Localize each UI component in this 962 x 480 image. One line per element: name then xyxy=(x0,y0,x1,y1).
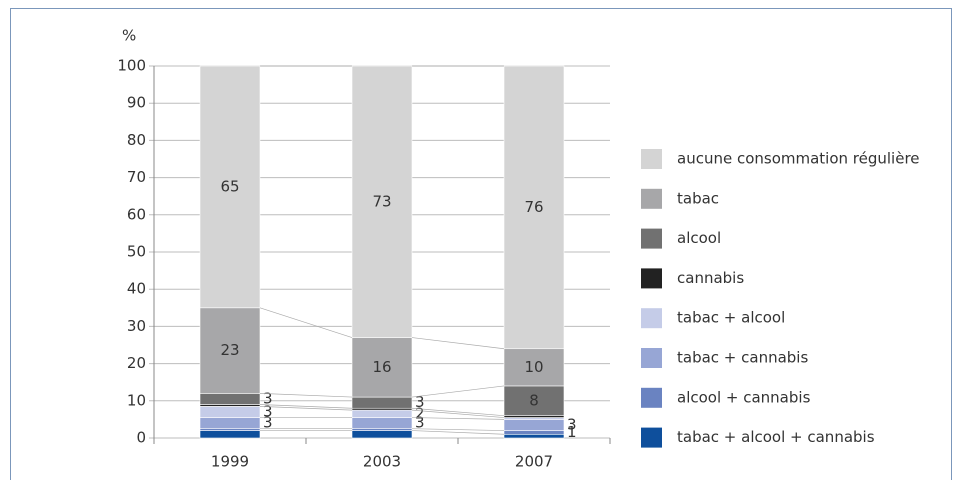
data-label: 3 xyxy=(263,402,273,420)
legend-swatch xyxy=(641,427,662,448)
data-label: 16 xyxy=(372,358,391,376)
bar-segment xyxy=(199,406,261,418)
bar-segment xyxy=(503,430,565,435)
x-tick-label: 2003 xyxy=(363,453,401,471)
connector xyxy=(411,407,505,417)
legend-swatch xyxy=(641,149,662,169)
bar-segment xyxy=(351,409,413,418)
legend-label: alcool + cannabis xyxy=(677,388,811,406)
data-label: 10 xyxy=(524,358,543,376)
bar-segment xyxy=(503,348,565,387)
legend-label: tabac xyxy=(677,189,719,207)
y-tick-label: 60 xyxy=(127,205,146,223)
data-label: 1 xyxy=(567,423,577,441)
connector xyxy=(411,409,505,418)
y-tick-label: 70 xyxy=(127,168,146,186)
legend-swatch xyxy=(641,387,662,408)
data-label: 76 xyxy=(524,198,543,216)
y-tick-label: 100 xyxy=(117,57,146,75)
data-label: 3 xyxy=(415,414,425,432)
bar-segment xyxy=(199,430,261,439)
bar-segment xyxy=(351,65,413,338)
bar-segment xyxy=(199,417,261,430)
y-axis-label: % xyxy=(122,27,136,45)
bar-segment xyxy=(199,65,261,309)
bar-segment xyxy=(503,433,565,439)
data-label: 8 xyxy=(529,391,539,409)
frame xyxy=(10,8,952,480)
data-label: 3 xyxy=(263,414,273,432)
bar-segment xyxy=(199,393,261,405)
bar-segment xyxy=(503,419,565,431)
bar-segment xyxy=(351,396,413,409)
data-label: 3 xyxy=(567,415,577,433)
bar-segment xyxy=(351,337,413,398)
y-tick-label: 20 xyxy=(127,354,146,372)
bar-segment xyxy=(351,417,413,430)
y-tick-label: 40 xyxy=(127,280,146,298)
legend-label: cannabis xyxy=(677,269,744,287)
bar-segment xyxy=(503,65,565,350)
legend-swatch xyxy=(641,308,662,329)
legend-swatch xyxy=(641,188,662,209)
data-label: 3 xyxy=(263,389,273,407)
bar-segment xyxy=(503,385,565,416)
y-tick-label: 50 xyxy=(127,243,146,261)
legend-swatch xyxy=(641,268,662,289)
connector xyxy=(411,430,505,435)
legend-swatch xyxy=(641,348,662,368)
connector xyxy=(259,393,353,398)
data-label: 65 xyxy=(220,177,239,195)
y-tick-label: 30 xyxy=(127,317,146,335)
connector xyxy=(411,428,505,431)
data-label: 3 xyxy=(415,393,425,411)
data-label: 23 xyxy=(220,341,239,359)
legend-swatch xyxy=(641,228,662,249)
x-tick-label: 1999 xyxy=(211,453,249,471)
legend-label: tabac + alcool xyxy=(677,309,785,327)
y-tick-label: 0 xyxy=(136,429,146,447)
connector xyxy=(259,307,353,338)
legend-label: tabac + cannabis xyxy=(677,349,808,367)
bar-segment xyxy=(199,307,261,394)
connector xyxy=(411,385,505,398)
y-tick-label: 90 xyxy=(127,94,146,112)
connector xyxy=(411,417,505,420)
connector xyxy=(259,404,353,409)
y-tick-label: 80 xyxy=(127,131,146,149)
connector xyxy=(411,337,505,350)
y-tick-label: 10 xyxy=(127,391,146,409)
data-label: 2 xyxy=(415,404,425,422)
bar-segment xyxy=(351,430,413,439)
x-tick-label: 2007 xyxy=(515,453,553,471)
legend-label: alcool xyxy=(677,229,721,247)
legend-label: tabac + alcool + cannabis xyxy=(677,428,875,446)
connector xyxy=(259,406,353,411)
data-label: 73 xyxy=(372,192,391,210)
legend-label: aucune consommation régulière xyxy=(677,150,920,168)
